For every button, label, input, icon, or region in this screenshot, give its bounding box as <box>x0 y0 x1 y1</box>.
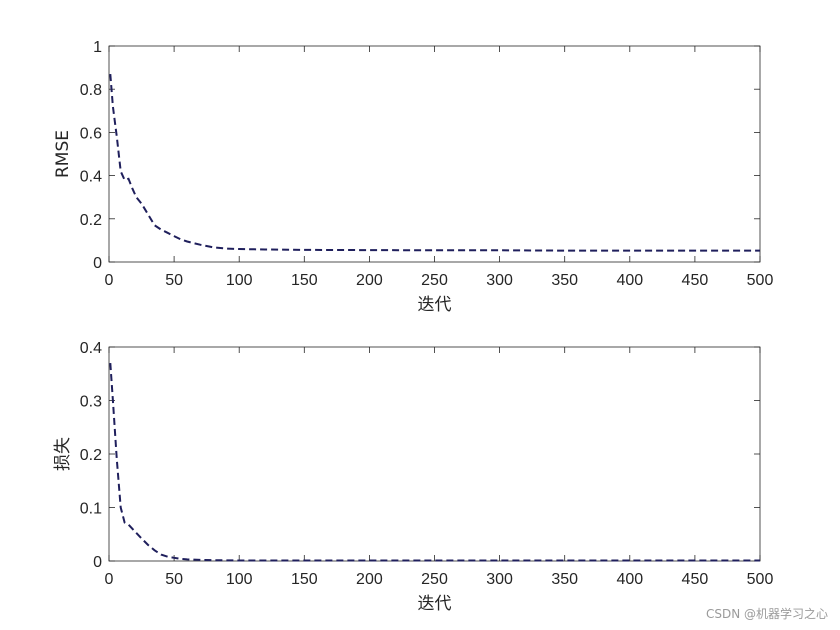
x-tick-label: 150 <box>291 272 318 289</box>
x-tick-label: 450 <box>682 571 709 588</box>
series-line <box>109 363 760 562</box>
y-axis-label: 损失 <box>53 437 73 471</box>
rmse-plot: 0 50 100 150 200 250 300 350 400 450 500 0 0.2 0.4 0.6… <box>53 39 773 315</box>
x-tick-label: 200 <box>356 272 383 289</box>
x-tick-label: 300 <box>486 571 513 588</box>
x-tick-label: 250 <box>421 571 448 588</box>
y-tick-label: 0 <box>93 554 102 571</box>
x-tick-label: 50 <box>165 571 183 588</box>
plot-frame <box>108 346 761 562</box>
plot-frame <box>108 45 761 263</box>
watermark: CSDN @机器学习之心 <box>705 607 828 621</box>
y-tick-label: 0 <box>93 255 102 272</box>
x-tick-label: 400 <box>616 571 643 588</box>
x-tick-label: 200 <box>356 571 383 588</box>
y-tick-label: 0.2 <box>80 212 102 229</box>
y-tick-label: 0.4 <box>80 169 102 186</box>
y-tick-label: 0.4 <box>80 340 102 357</box>
x-axis-label: 迭代 <box>418 594 452 614</box>
x-tick-label: 500 <box>747 571 774 588</box>
x-tick-label: 50 <box>165 272 183 289</box>
x-axis-label: 迭代 <box>418 295 452 315</box>
y-tick-label: 0.1 <box>80 501 102 518</box>
x-tick-label: 100 <box>226 571 253 588</box>
x-tick-label: 500 <box>747 272 774 289</box>
x-tick-label: 150 <box>291 571 318 588</box>
x-tick-label: 450 <box>682 272 709 289</box>
y-tick-label: 0.8 <box>80 82 102 99</box>
x-tick-label: 350 <box>551 571 578 588</box>
loss-plot: 0 50 100 150 200 250 300 350 400 450 500 0 0.1 0.2 0.3… <box>53 340 773 614</box>
x-tick-label: 300 <box>486 272 513 289</box>
y-tick-label: 0.3 <box>80 394 102 411</box>
x-tick-label: 250 <box>421 272 448 289</box>
x-tick-label: 100 <box>226 272 253 289</box>
y-axis-label: RMSE <box>53 130 73 178</box>
y-tick-label: 0.2 <box>80 447 102 464</box>
y-tick-label: 1 <box>93 39 102 56</box>
x-tick-label: 350 <box>551 272 578 289</box>
x-tick-label: 0 <box>105 571 114 588</box>
x-tick-label: 0 <box>105 272 114 289</box>
x-tick-label: 400 <box>616 272 643 289</box>
y-tick-label: 0.6 <box>80 125 102 142</box>
